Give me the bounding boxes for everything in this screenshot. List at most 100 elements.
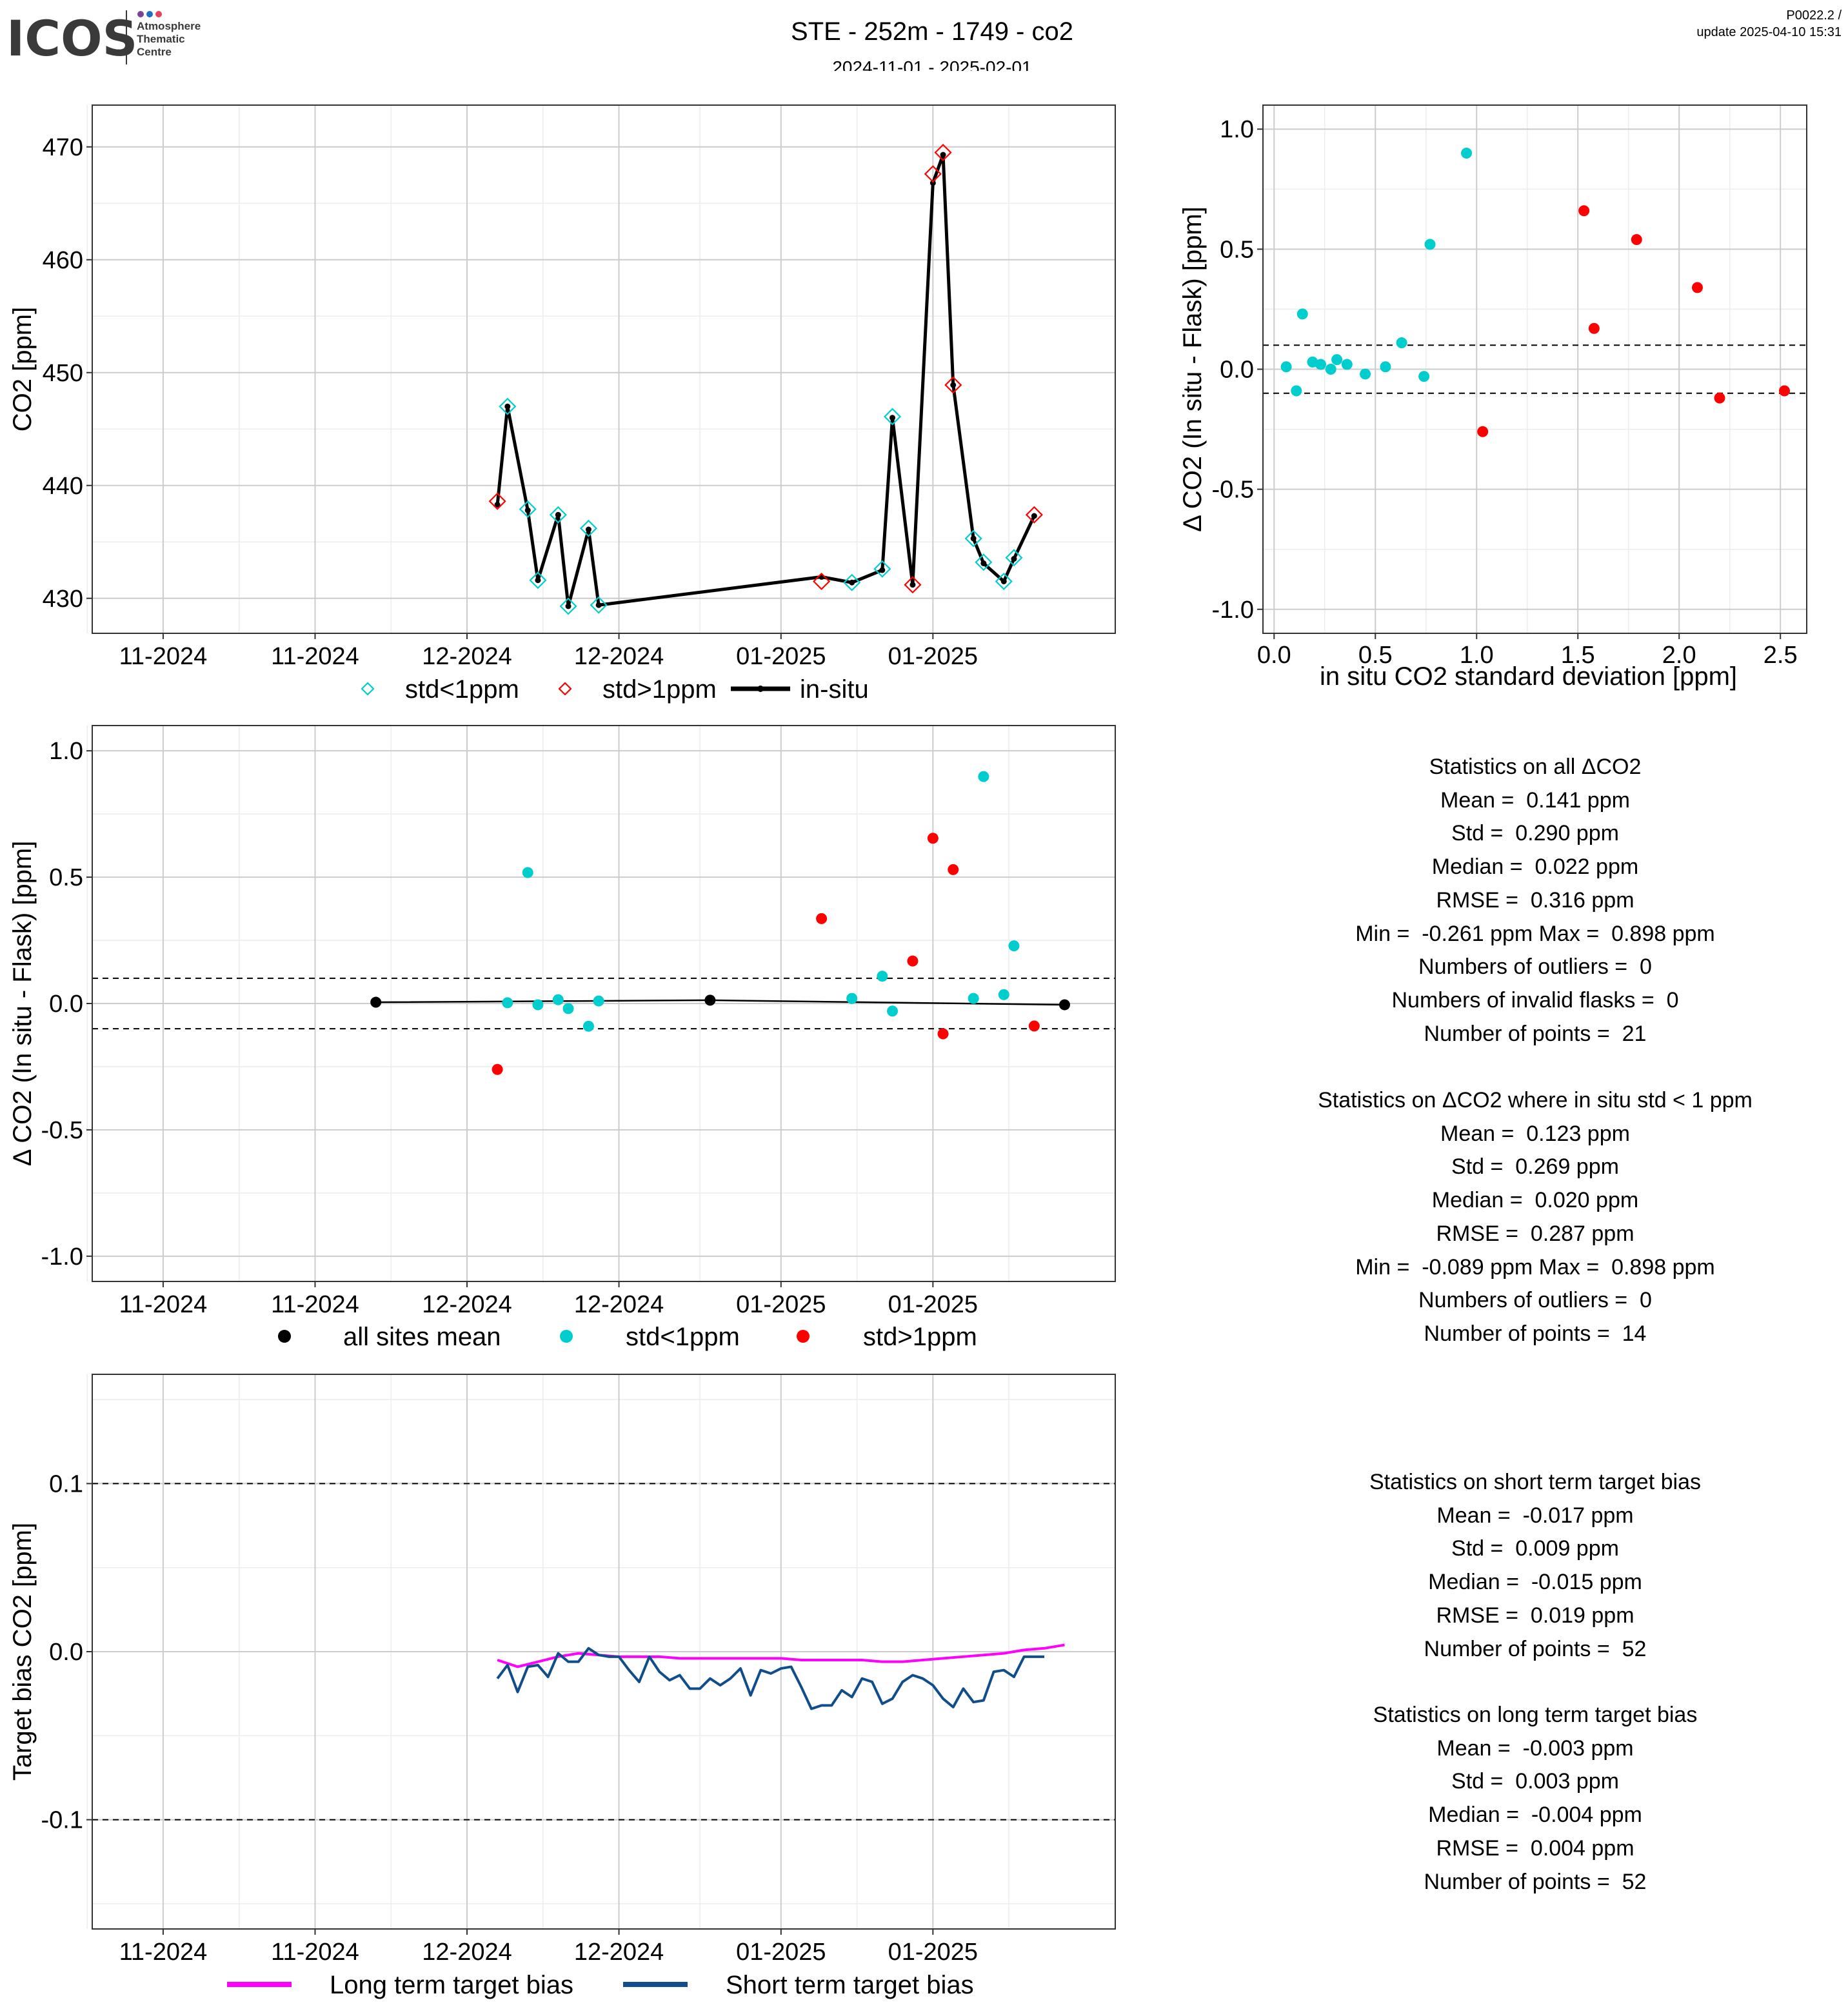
std-lt1-flask-marker <box>873 560 891 578</box>
legend-label-short-term: Short term target bias <box>726 1971 974 1999</box>
logo-sub-1: Atmosphere <box>137 20 201 32</box>
logo-sub-2: Thematic <box>137 33 185 45</box>
in-situ-point <box>980 560 987 566</box>
std-gt1-flask-marker <box>1025 506 1043 524</box>
std-lt1-flask-marker <box>519 500 537 519</box>
x-tick-label: 12-2024 <box>422 1291 512 1318</box>
delta-panel-grid <box>86 726 1115 1281</box>
std-lt1-flask-marker <box>559 597 577 615</box>
in-situ-point <box>555 511 561 518</box>
page-title: STE - 252m - 1749 - co2 <box>791 17 1073 46</box>
y-axis-label: CO2 [ppm] <box>8 307 37 431</box>
in-situ-point <box>849 579 855 586</box>
y-tick-label: 1.0 <box>1220 116 1254 143</box>
std-gt1-flask-marker <box>904 576 922 594</box>
std-lt1-point <box>1280 361 1292 373</box>
y-tick-label: 0.0 <box>49 1639 83 1666</box>
stats-short-line: Median = -0.015 ppm <box>1428 1570 1642 1595</box>
stats-all-line: Median = 0.022 ppm <box>1431 855 1639 880</box>
std-lt1-point <box>1331 354 1343 366</box>
std-lt1-point <box>1008 940 1020 952</box>
co2-panel-border <box>92 104 1116 634</box>
page-subtitle: 2024-11-01 - 2025-02-01 <box>832 57 1031 71</box>
std-lt1-flask-marker <box>1005 549 1023 567</box>
std-gt1-point <box>948 864 959 875</box>
bias-panel-border <box>92 1374 1116 1930</box>
version-label: P0022.2 / <box>1786 8 1842 23</box>
logo-dots-icon <box>137 11 162 17</box>
y-tick-label: 0.0 <box>1220 357 1254 384</box>
short-term-bias-line <box>496 1646 1045 1710</box>
in-situ-point <box>1031 513 1037 519</box>
std-lt1-point <box>502 997 513 1009</box>
y-tick-label: 470 <box>43 134 83 161</box>
x-axis-label: in situ CO2 standard deviation [ppm] <box>1320 662 1737 691</box>
in-situ-point <box>950 382 957 388</box>
x-tick-label: 2.0 <box>1662 642 1696 669</box>
legend-label-std-gt1: std>1ppm <box>602 675 717 704</box>
in-situ-point <box>595 602 602 608</box>
long-term-bias-line <box>497 1643 1065 1668</box>
x-tick-label: 01-2025 <box>736 1939 826 1966</box>
header: ICOS Atmosphere Thematic Centre STE - 25… <box>6 8 1842 71</box>
stats-short-line: Number of points = 52 <box>1424 1636 1647 1661</box>
std-lt1-point <box>887 1005 899 1017</box>
std-lt1-flask-marker <box>975 553 993 571</box>
stats-std-lt1: Statistics on ΔCO2 where in situ std < 1… <box>1245 1084 1825 1351</box>
stats-long-line: Statistics on long term target bias <box>1373 1703 1698 1727</box>
std-lt1-point <box>1360 368 1371 380</box>
stats-all-line: Statistics on all ΔCO2 <box>1429 755 1642 779</box>
scatter-grid <box>1263 105 1807 633</box>
stats-all-line: Min = -0.261 ppm Max = 0.898 ppm <box>1355 921 1715 946</box>
stats-all-line: Std = 0.290 ppm <box>1451 821 1619 846</box>
std-lt1-flask-marker <box>529 571 547 589</box>
std-lt1-point <box>1424 239 1436 250</box>
stats-all-line: Mean = 0.141 ppm <box>1440 787 1630 813</box>
std-lt1-point <box>1325 364 1336 375</box>
std-lt1-flask-marker <box>964 529 982 548</box>
stats-std-line: Number of points = 14 <box>1424 1321 1647 1346</box>
std-lt1-point <box>532 999 544 1011</box>
std-gt1-flask-marker <box>934 143 952 162</box>
y-axis-label: Target bias CO2 [ppm] <box>8 1523 37 1781</box>
co2-panel-background <box>92 105 1115 633</box>
x-tick-label: 11-2024 <box>271 1939 359 1966</box>
legend-label-all-sites-mean: all sites mean <box>343 1323 501 1351</box>
x-tick-label: 11-2024 <box>119 1939 208 1966</box>
y-axis-label: Δ CO2 (In situ - Flask) [ppm] <box>8 841 37 1167</box>
std-lt1-point <box>877 971 888 982</box>
legend-label-std-lt1: std<1ppm <box>626 1323 740 1351</box>
legend-key-in-situ-point <box>757 686 764 692</box>
stats-std-line: Median = 0.020 ppm <box>1431 1188 1639 1213</box>
stats-long-line: Median = -0.004 ppm <box>1428 1803 1642 1828</box>
y-tick-label: 440 <box>43 473 83 500</box>
std-lt1-flask-marker <box>499 397 517 415</box>
x-tick-label: 12-2024 <box>574 643 664 670</box>
y-tick-label: 0.1 <box>49 1470 83 1498</box>
std-lt1-point <box>978 771 989 782</box>
std-lt1-point <box>593 995 604 1007</box>
stats-long-line: Mean = -0.003 ppm <box>1436 1735 1634 1761</box>
y-tick-label: -0.5 <box>1212 477 1254 504</box>
in-situ-point <box>585 526 591 533</box>
std-lt1-point <box>1291 385 1302 397</box>
legend-key-std-lt1 <box>361 682 375 696</box>
legend-key-std-gt1 <box>558 682 572 696</box>
x-tick-label: 2.5 <box>1764 642 1798 669</box>
std-lt1-point <box>552 994 564 1005</box>
in-situ-point <box>504 403 511 410</box>
std-gt1-point <box>1578 205 1590 217</box>
x-tick-label: 1.0 <box>1460 642 1494 669</box>
std-lt1-flask-marker <box>549 506 567 524</box>
in-situ-point <box>929 180 936 186</box>
std-gt1-flask-marker <box>488 492 506 510</box>
std-gt1-point <box>907 955 919 967</box>
x-tick-label: 11-2024 <box>119 1291 208 1318</box>
std-lt1-point <box>522 867 533 878</box>
stats-std-line: Numbers of outliers = 0 <box>1418 1288 1652 1313</box>
y-tick-label: 1.0 <box>49 738 83 765</box>
in-situ-point <box>535 577 541 584</box>
legend-label-in-situ: in-situ <box>800 675 869 704</box>
std-lt1-flask-marker <box>883 408 902 426</box>
